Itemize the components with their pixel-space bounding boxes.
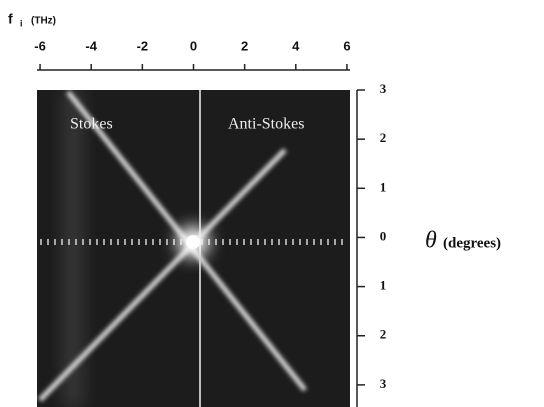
y-axis-label-unit: (degrees) [443, 235, 501, 251]
chart: f i (THz) θ (degrees) Stokes Anti-Stokes… [0, 0, 544, 407]
y-tick-label: 1 [380, 278, 387, 293]
y-tick-label: 2 [380, 327, 387, 342]
x-tick-label: -2 [137, 38, 149, 53]
y-tick-label: 3 [380, 81, 387, 96]
x-axis-label-unit: (THz) [31, 16, 56, 27]
y-tick-label: 2 [380, 130, 387, 145]
x-tick-label: -6 [34, 38, 46, 53]
y-axis-label-symbol: θ [425, 228, 437, 254]
y-tick-label: 3 [380, 376, 387, 391]
center-spot [186, 235, 200, 249]
y-tick-label: 1 [380, 179, 387, 194]
x-tick-label: -4 [85, 38, 97, 53]
x-tick-label: 2 [241, 38, 248, 53]
x-axis-label-subscript: i [20, 18, 23, 28]
annotation: Anti-Stokes [228, 116, 304, 133]
spectrogram-image [37, 90, 350, 407]
x-axis-label-symbol: f [8, 11, 13, 27]
x-tick-label: 6 [343, 38, 350, 53]
y-tick-label: 0 [380, 228, 387, 243]
annotation: Stokes [70, 116, 113, 133]
x-tick-label: 4 [292, 38, 300, 53]
x-tick-label: 0 [190, 38, 197, 53]
